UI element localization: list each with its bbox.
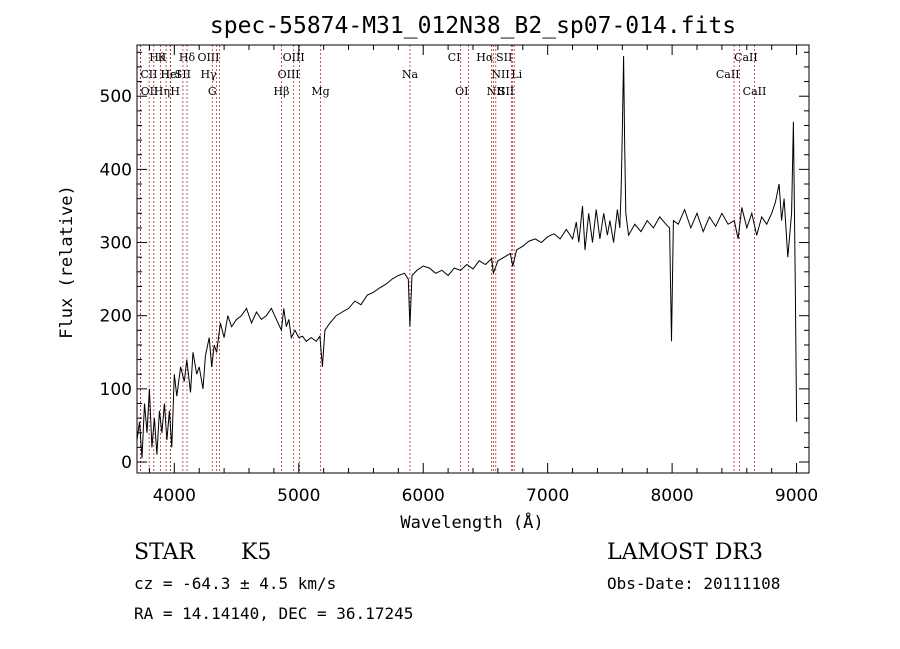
coordinates: RA = 14.14140, DEC = 36.17245 (134, 604, 414, 623)
observation-date: Obs-Date: 20111108 (607, 574, 781, 593)
line-label: NII (487, 85, 505, 98)
line-label: Hη (154, 85, 170, 98)
x-axis: 4000 5000 6000 7000 8000 9000 (148, 45, 818, 506)
line-label: Hβ (274, 85, 290, 98)
x-tick-label: 4000 (153, 486, 196, 506)
object-class: STAR (134, 540, 195, 565)
line-label: Mg (311, 85, 329, 98)
line-label: Hγ (200, 68, 217, 81)
x-axis-label: Wavelength (Å) (400, 511, 543, 533)
line-label: G (208, 85, 217, 98)
line-label: SII (175, 68, 191, 81)
line-label: H (170, 85, 180, 98)
x-tick-label: 9000 (775, 486, 818, 506)
line-label: OI (455, 85, 468, 98)
line-label: K (158, 51, 167, 64)
object-subclass: K5 (241, 540, 272, 565)
y-axis: 0 100 200 300 400 500 (100, 51, 809, 473)
redshift-velocity: cz = -64.3 ± 4.5 km/s (134, 574, 337, 593)
line-label: Li (511, 68, 522, 81)
y-tick-label: 500 (100, 87, 132, 107)
plot-frame (136, 44, 810, 474)
y-tick-label: 100 (100, 380, 132, 400)
y-tick-label: 200 (100, 307, 132, 327)
y-tick-label: 300 (100, 234, 132, 254)
line-label: Na (402, 68, 419, 81)
line-label: Hε (161, 68, 177, 81)
line-label: OIII (283, 51, 305, 64)
line-label: CI (448, 51, 461, 64)
y-axis-label: Flux (relative) (57, 185, 77, 339)
line-label: CaII (734, 51, 758, 64)
x-tick-label: 7000 (526, 486, 569, 506)
x-tick-label: 6000 (402, 486, 445, 506)
chart-title: spec-55874-M31_012N38_B2_sp07-014.fits (210, 13, 736, 39)
line-label: SII (498, 85, 514, 98)
line-label: Hδ (179, 51, 196, 64)
line-label: OIII (278, 68, 300, 81)
x-tick-label: 8000 (650, 486, 693, 506)
line-label: Hα (476, 51, 494, 64)
line-label: NII (491, 68, 509, 81)
line-label: CII (140, 68, 157, 81)
y-tick-label: 0 (121, 453, 132, 473)
survey-name: LAMOST DR3 (607, 540, 763, 565)
line-label: CaII (743, 85, 767, 98)
x-tick-label: 5000 (277, 486, 320, 506)
line-label: Hθ (149, 51, 166, 64)
line-label: CaII (716, 68, 740, 81)
spectrum-line (136, 55, 798, 459)
y-tick-label: 400 (100, 160, 132, 180)
line-label: SII (496, 51, 512, 64)
line-label: OIII (197, 51, 219, 64)
